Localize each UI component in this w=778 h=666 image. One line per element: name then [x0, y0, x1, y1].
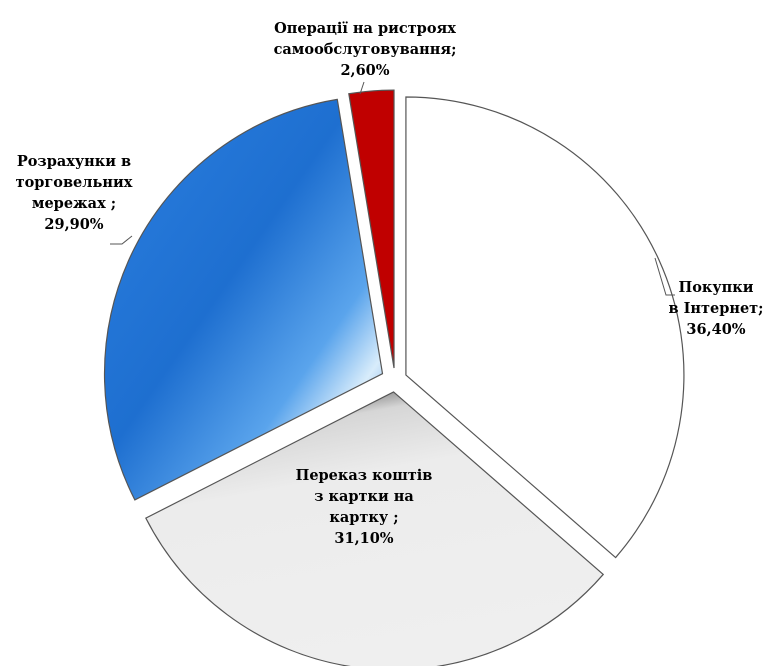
slice-label: Покупки в Інтернет; 36,40%	[668, 279, 763, 338]
slice-label: Операції на ристроях самообслуговування; 2…	[274, 20, 457, 79]
slice-label-line: торговельних	[16, 174, 133, 191]
slice-label-line: Переказ коштів	[296, 467, 433, 484]
pie-labels: Покупки в Інтернет; 36,40% Переказ коштів з …	[16, 20, 764, 547]
slice-label-line: в Інтернет;	[668, 300, 763, 317]
slice-label-line: мережах ;	[32, 195, 116, 212]
slice-label-line: 31,10%	[334, 530, 393, 547]
slice-label-line: Розрахунки в	[17, 153, 131, 170]
slice-label-line: самообслуговування;	[274, 41, 457, 58]
pie-slice	[145, 391, 605, 666]
pie-slice	[103, 98, 384, 501]
slice-label: Переказ коштів з картки на картку ; 31,10%	[296, 467, 433, 547]
slice-label-line: з картки на	[314, 488, 414, 505]
pie-slice	[405, 96, 685, 559]
pie-slice	[348, 89, 395, 369]
slice-label-line: 2,60%	[340, 62, 389, 79]
slice-label: Розрахунки в торговельних мережах ; 29,90%	[16, 153, 133, 233]
slice-label-line: 29,90%	[44, 216, 103, 233]
slice-label-line: Операції на ристроях	[274, 20, 456, 37]
pie-slices	[103, 89, 685, 666]
leader-line	[110, 235, 133, 245]
slice-label-line: 36,40%	[686, 321, 745, 338]
slice-label-line: картку ;	[329, 509, 398, 526]
leader-line	[359, 81, 365, 95]
slice-label-line: Покупки	[679, 279, 754, 296]
leader-line	[654, 257, 675, 296]
